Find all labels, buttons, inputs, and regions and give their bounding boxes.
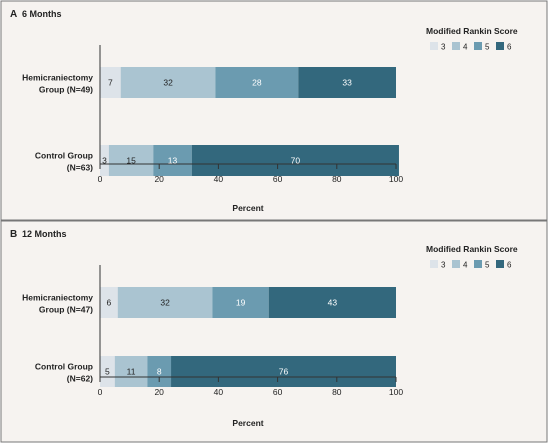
panel-a-legend-swatch-3 xyxy=(430,42,438,50)
panel-a-x-tick-label-60: 60 xyxy=(273,174,283,184)
panel-b: B 12 Months Modified Rankin Score 3 4 5 6 6 32 19… xyxy=(10,229,518,428)
panel-b-legend-swatch-5 xyxy=(474,260,482,268)
panel-b-x-tick-label-0: 0 xyxy=(98,387,103,397)
panel-b-legend-swatch-3 xyxy=(430,260,438,268)
panel-a-x-tick-label-100: 100 xyxy=(389,174,403,184)
panel-a-bar-1-label-5: 28 xyxy=(252,78,262,88)
panel-b-category-1-line-1: Hemicraniectomy xyxy=(22,293,93,303)
panel-b-bar-1-label-4: 32 xyxy=(160,298,170,308)
panel-a-x-tick-label-0: 0 xyxy=(98,174,103,184)
panel-a-legend-label-3: 3 xyxy=(441,43,446,52)
panel-a-bar-2-label-6: 70 xyxy=(291,156,301,166)
panel-b-x-tick-label-20: 20 xyxy=(154,387,164,397)
panel-b-legend-label-4: 4 xyxy=(463,261,468,270)
panel-a-bar-2-label-3: 3 xyxy=(102,156,107,166)
panel-a-letter: A xyxy=(10,9,17,20)
panel-b-x-tick-label-60: 60 xyxy=(273,387,283,397)
panel-a-legend-swatch-4 xyxy=(452,42,460,50)
panel-a-category-2-line-1: Control Group xyxy=(35,151,93,161)
panel-b-bar-2-score-5 xyxy=(147,356,172,387)
panel-b-x-tick-label-80: 80 xyxy=(332,387,342,397)
panel-b-category-2-line-1: Control Group xyxy=(35,362,93,372)
panel-b-bar-2-label-4: 11 xyxy=(127,367,136,377)
panel-a-legend-title: Modified Rankin Score xyxy=(426,26,518,36)
panel-a-bar-2-score-5 xyxy=(153,145,192,176)
panel-a-bar-1-label-4: 32 xyxy=(163,78,173,88)
panel-b-legend-swatch-4 xyxy=(452,260,460,268)
panel-a: A 6 Months Modified Rankin Score 3 4 5 6 7 32 28 3… xyxy=(10,9,518,213)
panel-a-legend-label-5: 5 xyxy=(485,43,490,52)
panel-a-category-1-line-1: Hemicraniectomy xyxy=(22,73,93,83)
panel-a-title: 6 Months xyxy=(22,9,62,19)
panel-a-legend-label-6: 6 xyxy=(507,43,512,52)
panel-a-bar-1-score-5 xyxy=(215,67,299,98)
panel-b-bar-2-score-6 xyxy=(171,356,396,387)
panel-b-bar-2-label-6: 76 xyxy=(279,367,289,377)
panel-a-category-2-line-2: (N=63) xyxy=(67,163,93,173)
panel-b-bar-1-score-5 xyxy=(212,287,269,318)
panel-a-bar-1-score-3 xyxy=(100,67,121,98)
panel-b-bar-1-score-3 xyxy=(100,287,118,318)
panel-b-bar-1-label-5: 19 xyxy=(236,298,246,308)
panel-b-category-2-line-2: (N=62) xyxy=(67,374,93,384)
panel-a-x-tick-label-20: 20 xyxy=(154,174,164,184)
panel-b-legend-label-5: 5 xyxy=(485,261,490,270)
panel-b-x-tick-label-100: 100 xyxy=(389,387,403,397)
panel-b-title: 12 Months xyxy=(22,229,67,239)
panel-b-legend-label-6: 6 xyxy=(507,261,512,270)
panel-a-bar-2-score-4 xyxy=(108,145,154,176)
panel-a-x-tick-label-40: 40 xyxy=(214,174,224,184)
panel-a-bar-2-score-3 xyxy=(100,145,109,176)
panel-a-x-axis-label: Percent xyxy=(232,203,263,213)
panel-b-category-1-line-2: Group (N=47) xyxy=(39,305,93,315)
panel-b-bar-1-label-6: 43 xyxy=(328,298,338,308)
panel-b-bar-2-score-3 xyxy=(100,356,115,387)
panel-a-bar-2-label-5: 13 xyxy=(168,156,178,166)
panel-b-legend-label-3: 3 xyxy=(441,261,446,270)
panel-b-bar-1-score-6 xyxy=(268,287,396,318)
panel-b-bar-1-label-3: 6 xyxy=(107,298,112,308)
panel-a-bar-1-score-4 xyxy=(120,67,216,98)
panel-a-bar-1-label-3: 7 xyxy=(108,78,113,88)
panel-a-bar-2-score-6 xyxy=(191,145,399,176)
panel-b-letter: B xyxy=(10,229,17,240)
panel-a-legend-swatch-6 xyxy=(496,42,504,50)
panel-a-legend-swatch-5 xyxy=(474,42,482,50)
panel-b-bar-2-score-4 xyxy=(114,356,148,387)
panel-b-legend-swatch-6 xyxy=(496,260,504,268)
panel-a-bar-2-label-4: 15 xyxy=(126,156,136,166)
panel-b-legend-title: Modified Rankin Score xyxy=(426,244,518,254)
panel-a-bar-1-score-6 xyxy=(298,67,396,98)
panel-b-x-tick-label-40: 40 xyxy=(214,387,224,397)
panel-a-background xyxy=(0,0,548,221)
panel-b-bar-2-label-3: 5 xyxy=(105,367,110,377)
panel-b-bar-2-label-5: 8 xyxy=(157,367,162,377)
panel-a-category-1-line-2: Group (N=49) xyxy=(39,85,93,95)
panel-a-bar-1-label-6: 33 xyxy=(342,78,352,88)
panel-b-background xyxy=(0,220,548,443)
panel-b-x-axis-label: Percent xyxy=(232,418,263,428)
panel-a-x-tick-label-80: 80 xyxy=(332,174,342,184)
panel-a-legend-label-4: 4 xyxy=(463,43,468,52)
panel-b-bar-1-score-4 xyxy=(117,287,213,318)
